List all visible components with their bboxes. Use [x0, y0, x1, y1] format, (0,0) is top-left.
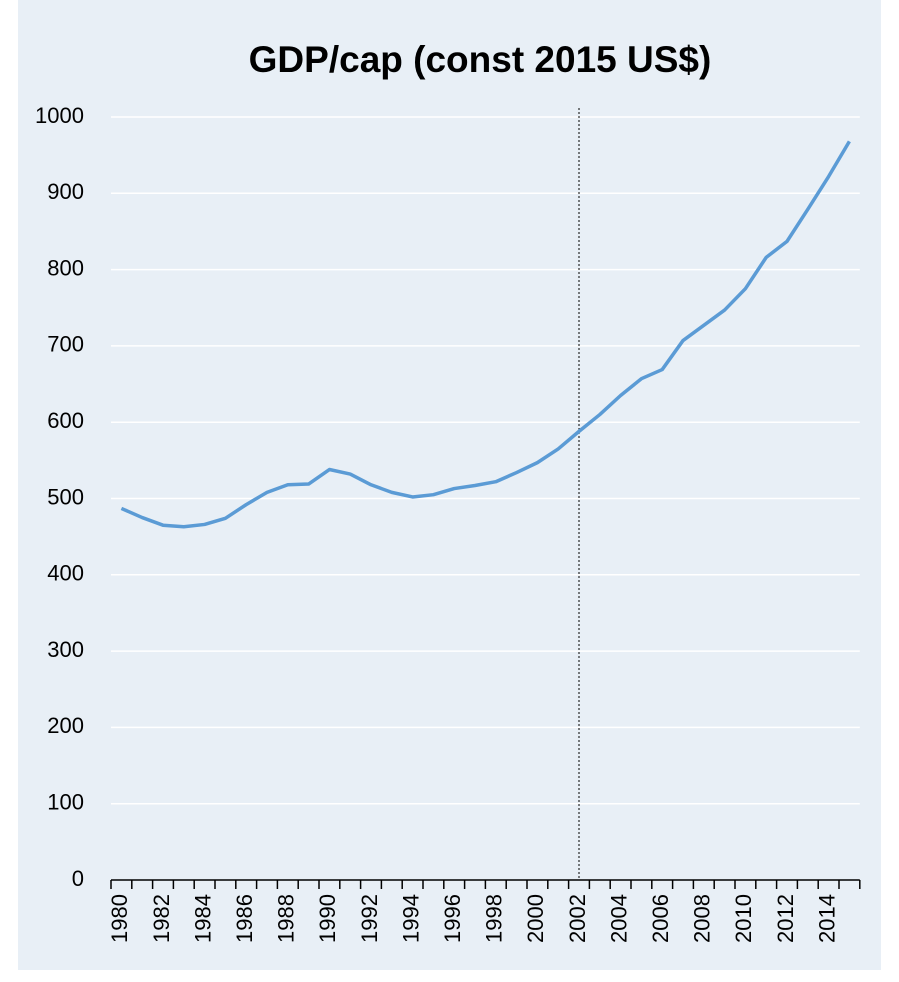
- y-tick-label: 500: [47, 484, 84, 509]
- x-tick-label: 2006: [648, 894, 673, 943]
- x-tick-label: 2004: [606, 894, 631, 943]
- y-tick-label: 0: [72, 866, 84, 891]
- x-tick-label: 2014: [814, 894, 839, 943]
- x-tick-label: 2010: [731, 894, 756, 943]
- y-tick-label: 100: [47, 790, 84, 815]
- x-tick-label: 2000: [523, 894, 548, 943]
- chart-background: [18, 0, 881, 970]
- x-tick-label: 1994: [398, 894, 423, 943]
- y-tick-label: 800: [47, 255, 84, 280]
- x-tick-label: 2008: [690, 894, 715, 943]
- x-tick-label: 1990: [315, 894, 340, 943]
- x-tick-label: 1984: [190, 894, 215, 943]
- y-tick-label: 900: [47, 179, 84, 204]
- y-tick-label: 700: [47, 332, 84, 357]
- x-tick-label: 1996: [440, 894, 465, 943]
- chart-title: GDP/cap (const 2015 US$): [249, 39, 712, 80]
- y-tick-label: 300: [47, 637, 84, 662]
- x-tick-label: 1998: [482, 894, 507, 943]
- x-tick-label: 2002: [565, 894, 590, 943]
- x-tick-label: 2012: [773, 894, 798, 943]
- x-tick-label: 1982: [149, 894, 174, 943]
- x-tick-label: 1988: [274, 894, 299, 943]
- y-tick-label: 600: [47, 408, 84, 433]
- y-tick-label: 200: [47, 713, 84, 738]
- y-tick-label: 1000: [35, 103, 84, 128]
- y-tick-label: 400: [47, 561, 84, 586]
- x-tick-label: 1980: [107, 894, 132, 943]
- x-tick-label: 1992: [357, 894, 382, 943]
- data-line: [120, 140, 851, 529]
- x-tick-label: 1986: [232, 894, 257, 943]
